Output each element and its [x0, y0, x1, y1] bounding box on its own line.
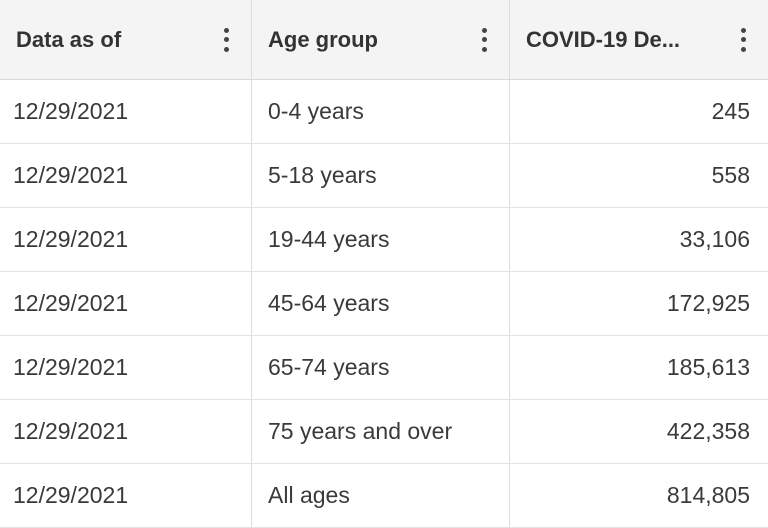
table-row: 12/29/2021 All ages 814,805 [0, 464, 768, 528]
table-row: 12/29/2021 65-74 years 185,613 [0, 336, 768, 400]
table-cell: 12/29/2021 [0, 272, 252, 335]
table-cell: 12/29/2021 [0, 80, 252, 143]
header-label: Data as of [16, 26, 122, 52]
table-cell: 12/29/2021 [0, 400, 252, 463]
table-cell: 245 [711, 98, 750, 124]
column-menu[interactable] [223, 27, 229, 52]
header-label: Age group [268, 26, 378, 52]
table-cell: All ages [252, 464, 510, 527]
table-cell: 814,805 [666, 482, 750, 508]
table-cell: 12/29/2021 [0, 464, 252, 527]
table-cell: 75 years and over [252, 400, 510, 463]
table-cell: 0-4 years [252, 80, 510, 143]
table-cell: 65-74 years [252, 336, 510, 399]
table-cell: 5-18 years [252, 144, 510, 207]
column-menu[interactable] [740, 27, 746, 52]
column-menu[interactable] [481, 27, 487, 52]
table-row: 12/29/2021 75 years and over 422,358 [0, 400, 768, 464]
table-row: 12/29/2021 0-4 years 245 [0, 80, 768, 144]
table-cell: 12/29/2021 [0, 336, 252, 399]
table-cell: 185,613 [666, 354, 750, 380]
header-label: COVID-19 De... [526, 26, 681, 52]
table-cell: 172,925 [666, 290, 750, 316]
table-cell: 12/29/2021 [0, 208, 252, 271]
header-cell[interactable]: Age group [252, 0, 510, 79]
header-cell[interactable]: COVID-19 De... [510, 0, 768, 79]
table-cell: 45-64 years [252, 272, 510, 335]
table-cell: 12/29/2021 [0, 144, 252, 207]
table-cell: 422,358 [666, 418, 750, 444]
header-cell[interactable]: Data as of [0, 0, 252, 79]
table-cell: 19-44 years [252, 208, 510, 271]
table-cell: 558 [711, 162, 750, 188]
table-row: 12/29/2021 5-18 years 558 [0, 144, 768, 208]
table-cell: 33,106 [679, 226, 750, 252]
header-row: Data as of Age group COVID-19 De... [0, 0, 768, 80]
table-row: 12/29/2021 45-64 years 172,925 [0, 272, 768, 336]
table-row: 12/29/2021 19-44 years 33,106 [0, 208, 768, 272]
